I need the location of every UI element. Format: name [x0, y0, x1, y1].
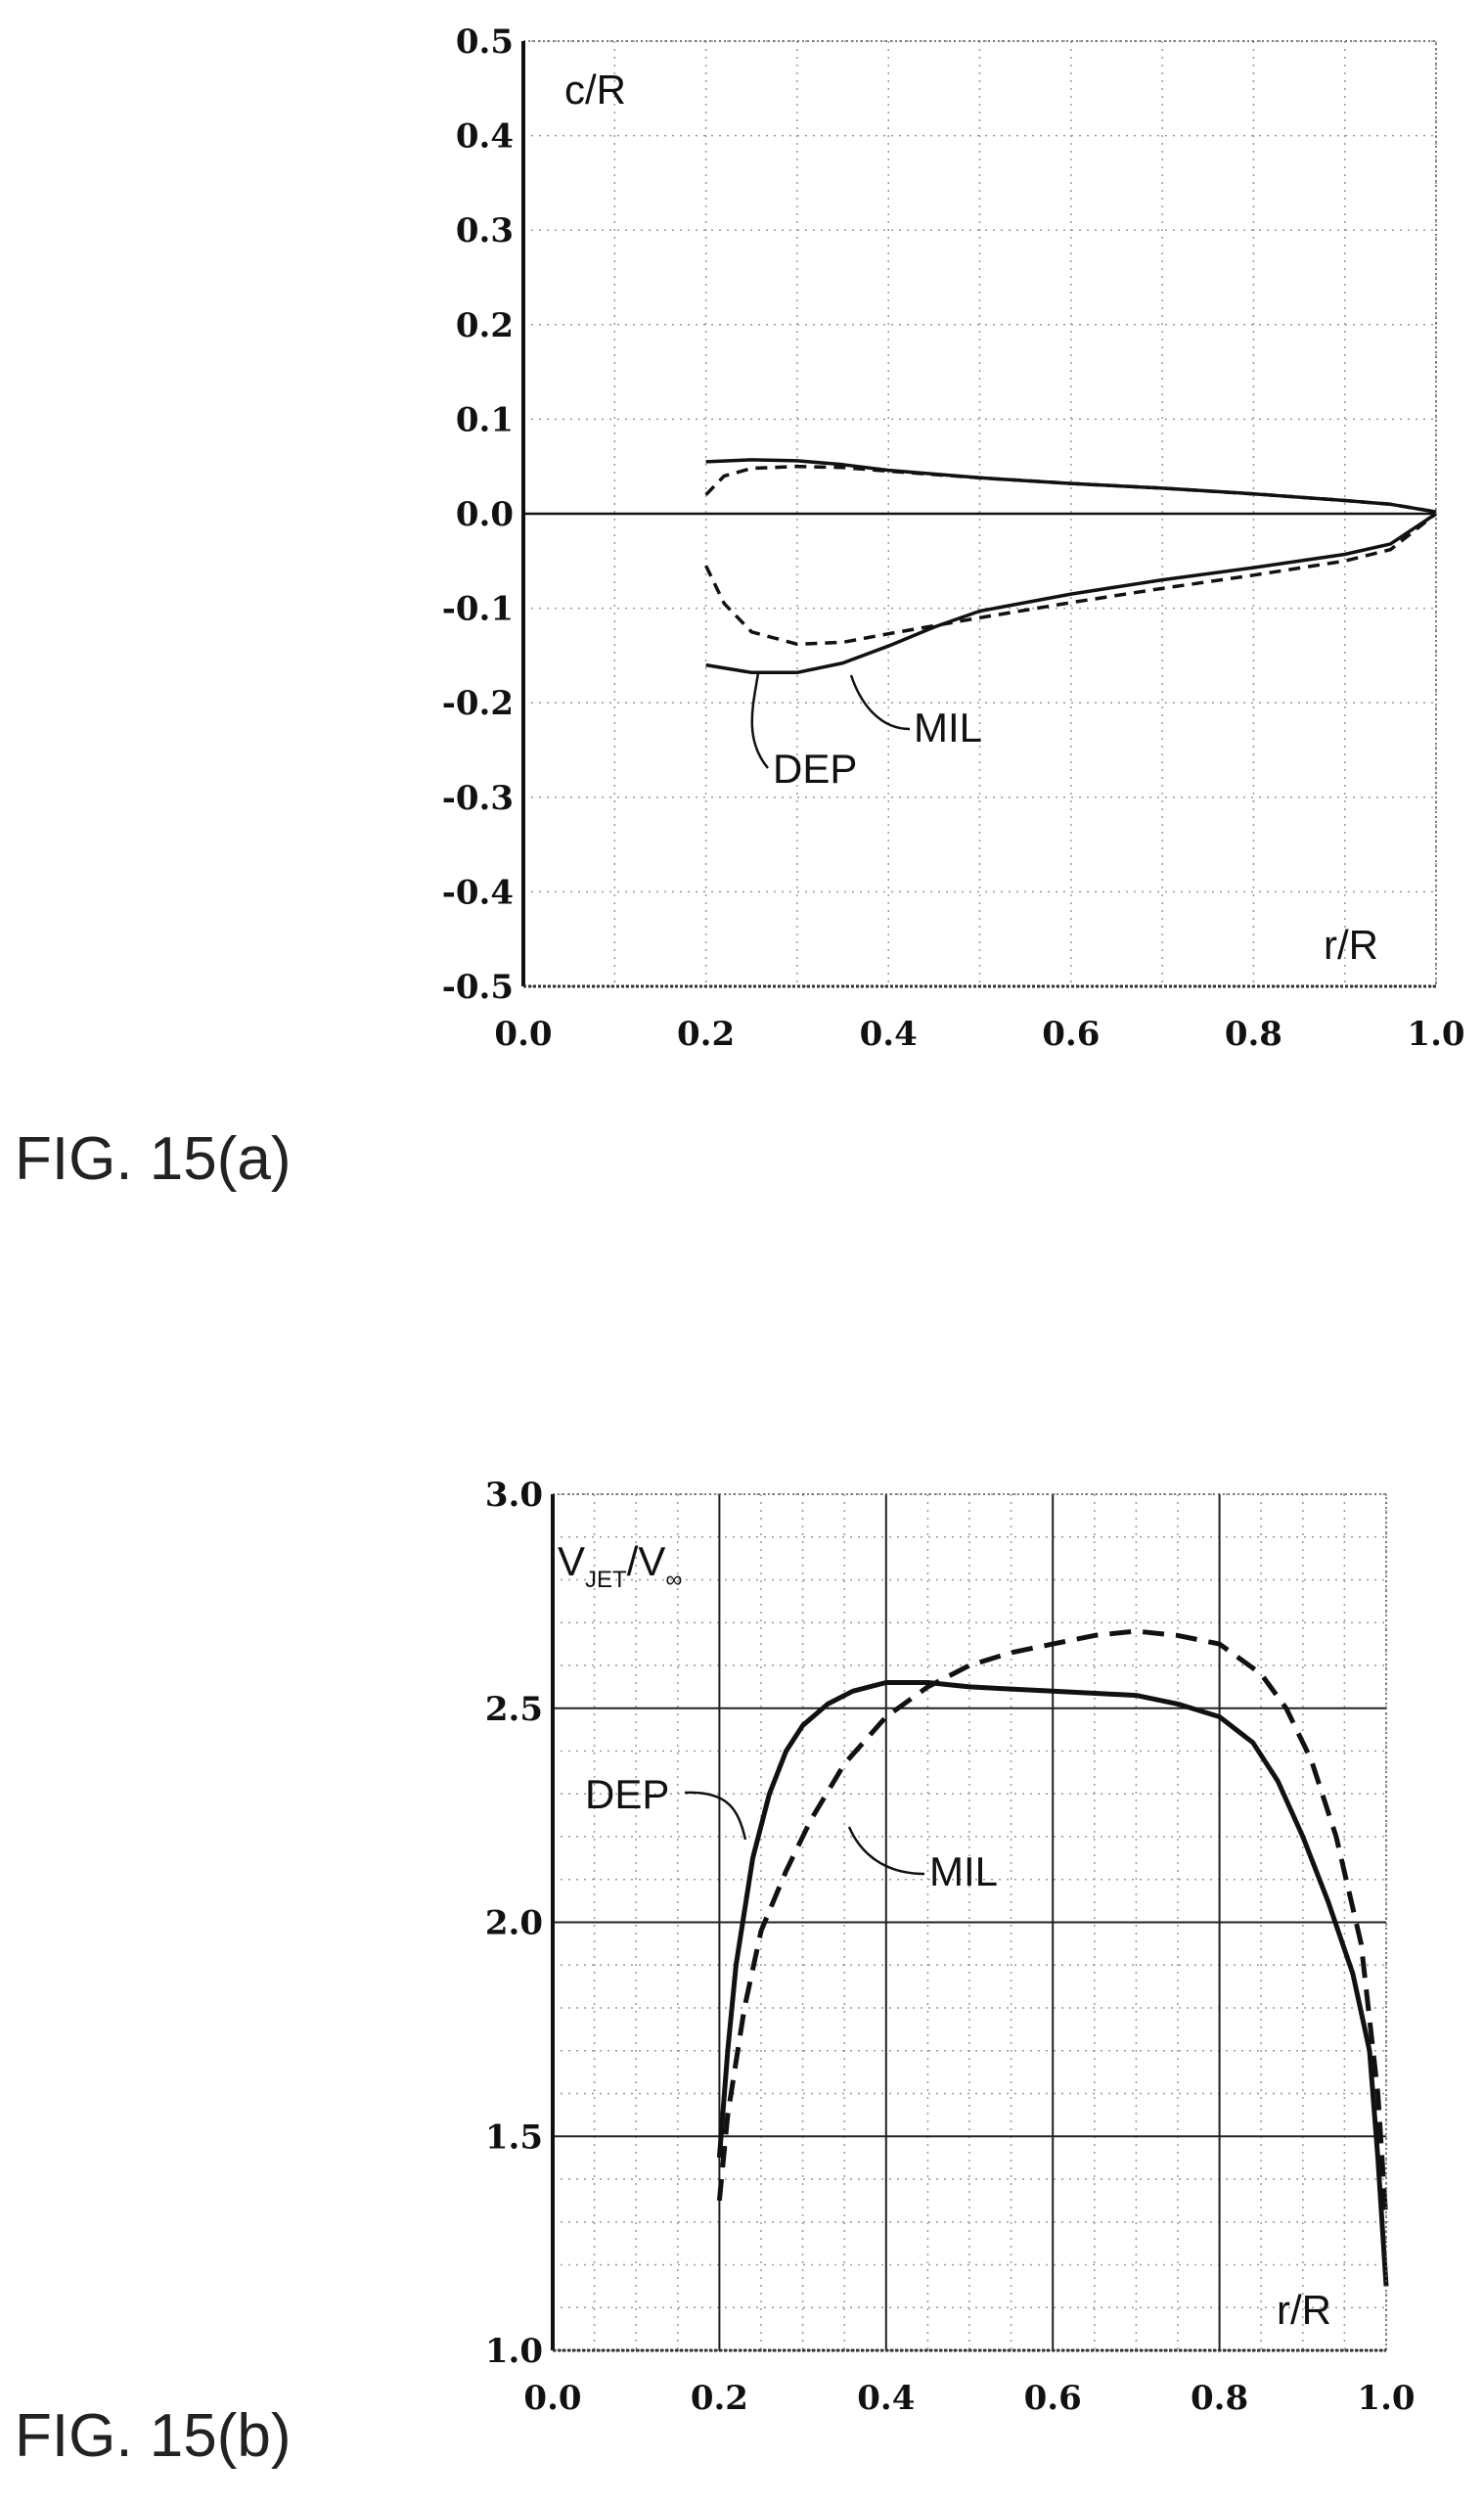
chart-b-mil-label: MIL [929, 1848, 998, 1894]
chart-a-y-label: c/R [564, 67, 626, 113]
a-y-tick-label: 0.0 [456, 495, 514, 534]
a-x-tick-label: 0.6 [1042, 1015, 1100, 1054]
b-x-tick-label: 0.0 [523, 2379, 581, 2418]
a-y-tick-label: 0.5 [456, 23, 514, 62]
chart-a-x-label: r/R [1324, 922, 1378, 968]
chart-b-dep-label: DEP [585, 1771, 669, 1817]
b-y-tick-label: 2.5 [485, 1690, 543, 1729]
chart-b-annotation-dep: DEP [585, 1771, 747, 1841]
b-y-tick-label: 2.0 [485, 1904, 543, 1943]
a-y-tick-label: 0.2 [456, 306, 514, 345]
a-y-tick-label: 0.3 [456, 211, 514, 250]
a-series-mil-upper [704, 464, 1437, 514]
chart-a-annotation-dep: DEP [750, 672, 857, 792]
a-y-tick-label: -0.1 [442, 590, 514, 629]
a-y-tick-label: -0.4 [442, 873, 514, 912]
a-x-tick-label: 0.2 [677, 1015, 735, 1054]
a-y-tick-label: 0.4 [456, 117, 514, 157]
chart-b-y-label-v1: V [558, 1538, 585, 1584]
b-y-tick-label: 1.0 [485, 2332, 543, 2371]
chart-a: 0.0 0.2 0.4 0.6 0.8 1.0 0.5 0.4 0.3 0.2 0.1 0.0 -0.… [442, 23, 1465, 1054]
chart-b-mil-leader [847, 1826, 925, 1876]
chart-b-y-label-sub1: JET [585, 1567, 627, 1593]
a-x-tick-label: 0.0 [494, 1015, 552, 1054]
b-y-tick-label: 1.5 [485, 2118, 543, 2157]
chart-b-axes [551, 1493, 1387, 2352]
a-series-dep-lower [705, 512, 1437, 675]
chart-a-mil-label: MIL [914, 705, 982, 751]
b-series-mil [716, 1628, 1389, 2222]
chart-a-dep-label: DEP [773, 746, 857, 792]
chart-a-y-ticks: 0.5 0.4 0.3 0.2 0.1 0.0 -0.1 -0.2 -0.3 -0.4 -0.5 [442, 23, 514, 1007]
chart-a-series [704, 458, 1438, 675]
chart-b-y-ticks: 3.0 2.5 2.0 1.5 1.0 [485, 1476, 543, 2371]
chart-b-y-label-slash: /V [627, 1538, 666, 1584]
chart-b-x-ticks: 0.0 0.2 0.4 0.6 0.8 1.0 [523, 2379, 1415, 2418]
b-y-tick-label: 3.0 [485, 1476, 543, 1515]
chart-a-mil-leader [849, 674, 911, 731]
a-x-tick-label: 0.8 [1225, 1015, 1282, 1054]
a-y-tick-label: 0.1 [456, 400, 514, 439]
chart-b-grid [552, 1493, 1387, 2351]
chart-a-dep-leader [750, 672, 769, 769]
chart-b-x-label: r/R [1277, 2287, 1331, 2333]
figure-caption-a: FIG. 15(a) [15, 1125, 292, 1193]
figure-caption-b: FIG. 15(b) [15, 2402, 292, 2470]
a-x-tick-label: 0.4 [860, 1015, 918, 1054]
b-x-tick-label: 0.4 [857, 2379, 915, 2418]
chart-b-annotation-mil: MIL [847, 1826, 998, 1894]
a-series-mil-lower [704, 512, 1438, 647]
chart-a-axes [521, 40, 1437, 988]
a-x-tick-label: 1.0 [1407, 1015, 1464, 1054]
b-x-tick-label: 0.8 [1191, 2379, 1248, 2418]
a-y-tick-label: -0.3 [442, 779, 514, 818]
a-y-tick-label: -0.5 [442, 968, 514, 1007]
chart-a-annotation-mil: MIL [849, 674, 982, 751]
chart-b-series [716, 1628, 1389, 2287]
chart-a-x-ticks: 0.0 0.2 0.4 0.6 0.8 1.0 [494, 1015, 1464, 1054]
b-x-tick-label: 1.0 [1357, 2379, 1415, 2418]
a-y-tick-label: -0.2 [442, 684, 514, 723]
b-x-tick-label: 0.6 [1024, 2379, 1082, 2418]
chart-b-dep-leader [684, 1791, 747, 1841]
b-x-tick-label: 0.2 [691, 2379, 748, 2418]
chart-b-y-label-sub2: ∞ [665, 1567, 682, 1593]
chart-b: 0.0 0.2 0.4 0.6 0.8 1.0 3.0 2.5 2.0 1.5 1.0 VJET/… [485, 1476, 1416, 2418]
b-series-dep [716, 1680, 1389, 2287]
chart-b-y-label: VJET/V∞ [558, 1538, 682, 1593]
